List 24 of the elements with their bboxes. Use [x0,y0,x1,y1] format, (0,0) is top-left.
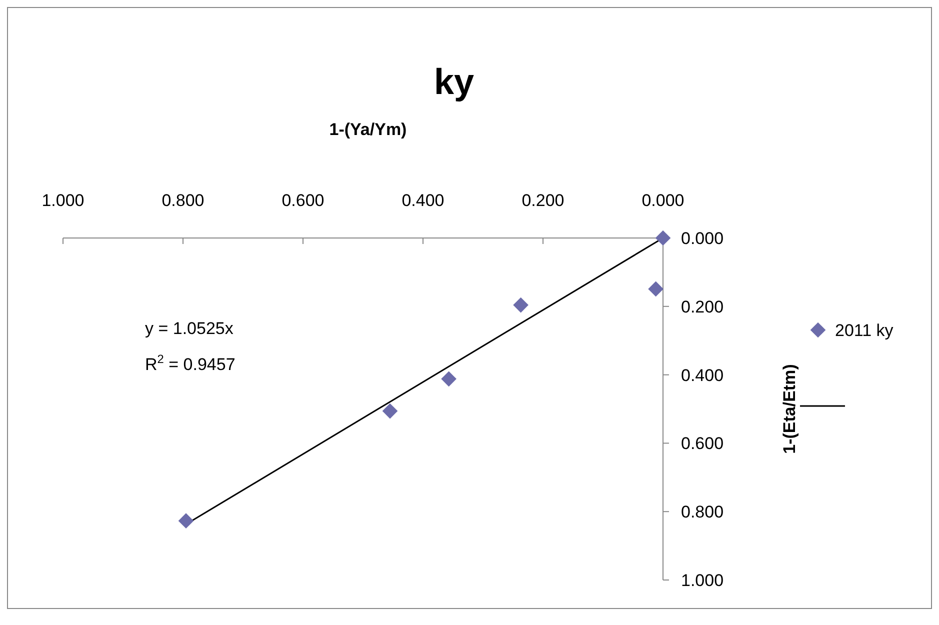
x-tick-label: 0.800 [162,191,204,210]
x-tick-label: 0.400 [402,191,444,210]
point [655,230,671,246]
y-tick-label: 0.200 [681,297,724,316]
y-tick-label: 1.000 [681,571,724,590]
x-axis-title: 1-(Ya/Ym) [329,120,407,139]
y-tick-label: 0.000 [681,229,724,248]
point [382,403,398,419]
point [178,513,194,529]
y-tick-label: 0.600 [681,434,724,454]
chart-title: ky [434,61,474,102]
x-tick-label: 0.200 [522,191,564,210]
y-axis-title: 1-(Eta/Etm) [780,364,799,454]
x-tick-label: 1.000 [42,191,84,210]
legend-label: 2011 ky [835,321,894,340]
annotation: R$^{2}$ = 0.9457 [145,352,236,374]
point [648,281,664,297]
y-tick-label: 0.400 [681,366,724,385]
x-tick-label: 0.600 [282,191,324,210]
point [513,297,528,313]
x-tick-label: 0.000 [642,191,684,210]
annotation: y = 1.0525x [145,319,234,338]
point [441,371,456,387]
y-tick-label: 0.800 [681,502,724,522]
